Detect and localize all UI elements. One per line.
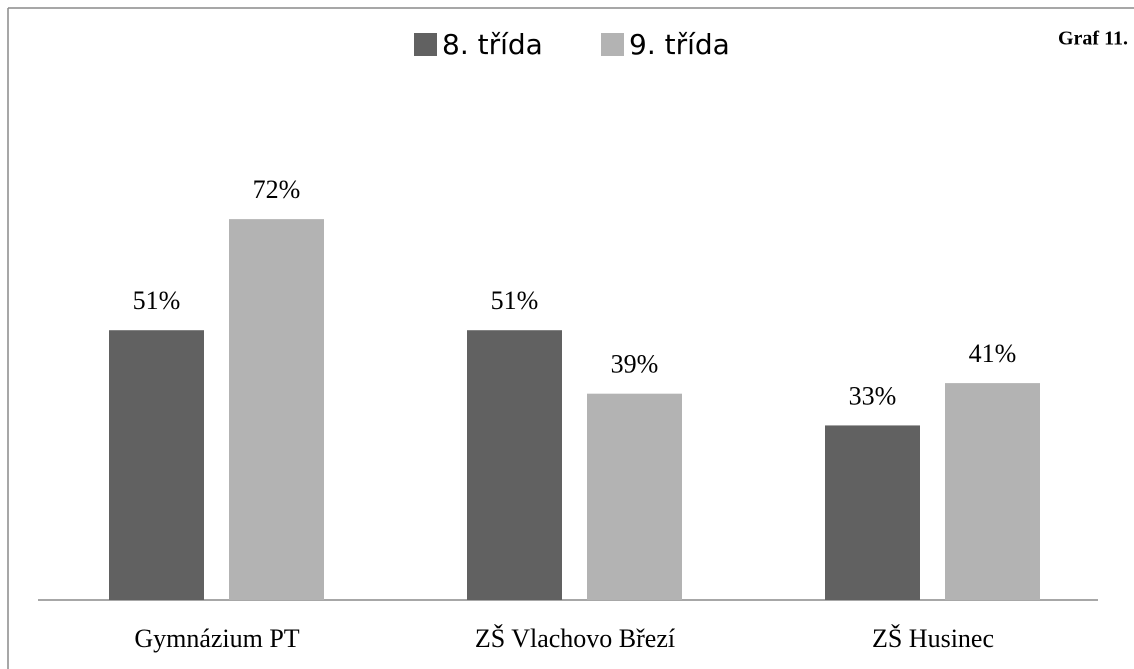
bar xyxy=(587,393,682,600)
bar xyxy=(109,330,204,600)
bar xyxy=(945,383,1040,600)
data-label: 51% xyxy=(491,286,539,315)
chart-title: Graf 11. xyxy=(1058,28,1128,50)
x-tick-label: ZŠ Husinec xyxy=(872,624,994,653)
bar xyxy=(229,219,324,600)
legend-swatch xyxy=(601,33,624,56)
bar xyxy=(825,425,920,600)
data-label: 33% xyxy=(849,381,897,410)
data-label: 51% xyxy=(133,286,181,315)
data-label: 39% xyxy=(611,350,659,379)
x-tick-label: ZŠ Vlachovo Březí xyxy=(475,624,675,653)
bar xyxy=(467,330,562,600)
legend-label: 9. třída xyxy=(629,28,730,61)
data-label: 72% xyxy=(253,175,301,204)
legend-swatch xyxy=(414,33,437,56)
x-tick-label: Gymnázium PT xyxy=(134,624,299,653)
legend-label: 8. třída xyxy=(442,28,543,61)
data-label: 41% xyxy=(969,339,1017,368)
